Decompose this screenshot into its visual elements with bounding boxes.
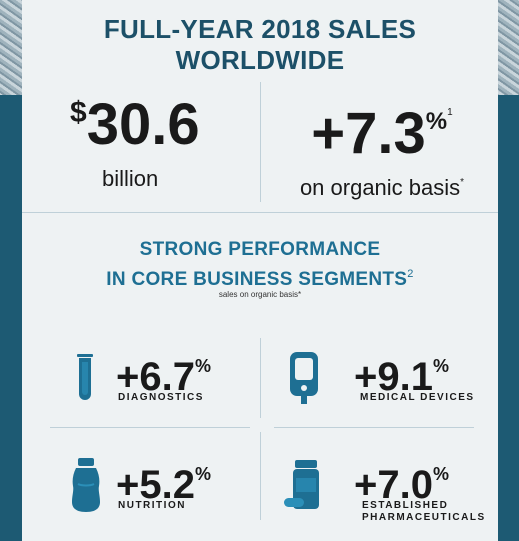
medical-devices-label: MEDICAL DEVICES: [360, 392, 475, 403]
segment-established-pharmaceuticals: +7.0% ESTABLISHED PHARMACEUTICALS: [284, 452, 504, 532]
footnote-marker: 1: [447, 107, 453, 118]
infographic-card: FULL-YEAR 2018 SALES WORLDWIDE $30.6 bil…: [22, 0, 498, 541]
divider-vertical-bottom: [260, 432, 261, 520]
segment-nutrition: +5.2% NUTRITION: [66, 452, 286, 532]
left-frame: [0, 95, 22, 541]
pill-bottle-icon: [284, 460, 319, 509]
percent-sign: %: [425, 108, 448, 135]
divider-horizontal-right: [274, 427, 474, 428]
test-tube-icon: [77, 354, 93, 400]
sales-note: sales on organic basis*: [218, 290, 302, 299]
dollar-sign: $: [70, 96, 87, 129]
medical-devices-value: +9.1: [354, 355, 433, 399]
pharma-value: +7.0: [354, 463, 433, 507]
right-frame: [497, 95, 519, 541]
divider-horizontal-left: [50, 427, 250, 428]
page-title: FULL-YEAR 2018 SALES WORLDWIDE: [103, 14, 417, 75]
footnote-marker-2: 2: [407, 268, 414, 280]
headline-figures: $30.6 billion +7.3%1 on organic basis*: [22, 82, 498, 201]
nutrition-value: +5.2: [116, 463, 195, 507]
divider-horizontal-top: [22, 212, 498, 213]
pharma-label: ESTABLISHED PHARMACEUTICALS: [362, 500, 486, 523]
growth-figure: +7.3%1 on organic basis*: [282, 82, 482, 201]
segments-heading: STRONG PERFORMANCE IN CORE BUSINESS SEGM…: [106, 239, 414, 290]
growth-basis: on organic basis: [299, 175, 461, 200]
divider-vertical-mid: [260, 338, 261, 418]
sales-unit: billion: [102, 166, 159, 191]
diagnostics-label: DIAGNOSTICS: [118, 392, 204, 403]
sales-value: 30.6: [86, 92, 200, 157]
diagnostics-value: +6.7: [116, 355, 195, 399]
asterisk: *: [460, 177, 465, 188]
divider-vertical-top: [260, 82, 261, 202]
sales-figure: $30.6 billion: [70, 82, 250, 192]
growth-value: +7.3: [311, 101, 426, 166]
segment-diagnostics: +6.7% DIAGNOSTICS: [66, 344, 286, 424]
segment-medical-devices: +9.1% MEDICAL DEVICES: [284, 344, 504, 424]
nutrition-label: NUTRITION: [118, 500, 186, 511]
glucose-meter-icon: [290, 352, 318, 404]
nutrition-bottle-icon: [72, 458, 100, 512]
